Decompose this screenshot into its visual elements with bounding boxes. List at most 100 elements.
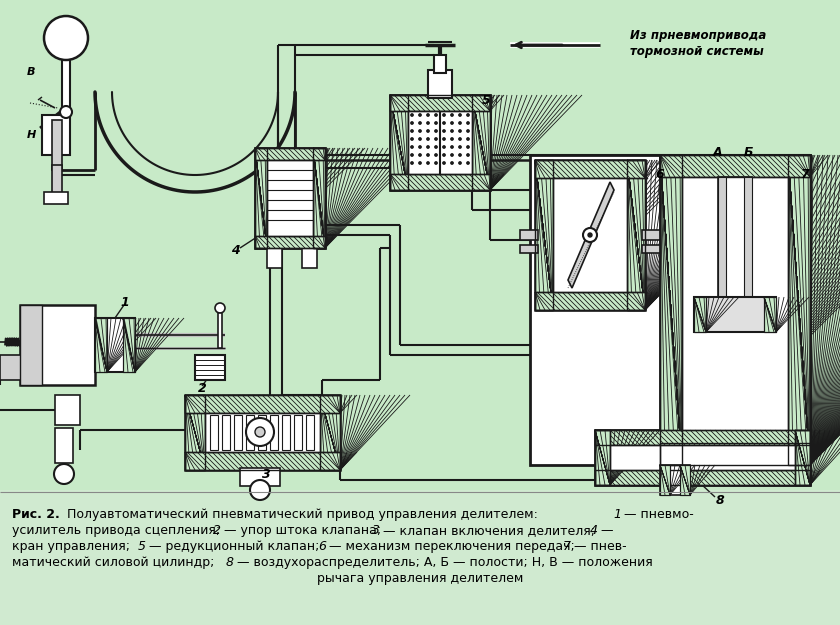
Circle shape bbox=[434, 129, 438, 132]
Bar bbox=[123, 318, 135, 372]
Circle shape bbox=[450, 121, 454, 124]
Bar bbox=[535, 160, 645, 178]
Bar bbox=[240, 468, 280, 486]
Circle shape bbox=[418, 121, 422, 124]
Text: 6: 6 bbox=[318, 540, 326, 553]
Bar bbox=[306, 415, 314, 450]
Bar bbox=[255, 148, 325, 160]
Text: —: — bbox=[597, 524, 613, 537]
Bar bbox=[795, 430, 810, 485]
Bar bbox=[390, 95, 408, 190]
Circle shape bbox=[411, 146, 413, 149]
Circle shape bbox=[450, 154, 454, 156]
Bar bbox=[255, 148, 325, 248]
Bar bbox=[434, 55, 446, 73]
Bar bbox=[535, 160, 553, 310]
Bar bbox=[185, 452, 340, 470]
Circle shape bbox=[443, 138, 445, 141]
Circle shape bbox=[418, 161, 422, 164]
Bar bbox=[694, 297, 706, 332]
Circle shape bbox=[459, 121, 461, 124]
Circle shape bbox=[459, 146, 461, 149]
Bar bbox=[267, 160, 313, 236]
Bar bbox=[205, 413, 320, 452]
Text: рычага управления делителем: рычага управления делителем bbox=[317, 572, 523, 585]
Bar bbox=[535, 292, 645, 310]
Text: 4: 4 bbox=[231, 244, 239, 256]
Bar bbox=[595, 430, 810, 485]
Circle shape bbox=[443, 129, 445, 132]
Bar bbox=[660, 155, 682, 465]
Circle shape bbox=[434, 161, 438, 164]
Bar bbox=[55, 428, 73, 463]
Bar bbox=[390, 95, 490, 190]
Bar bbox=[185, 395, 340, 413]
Bar bbox=[660, 465, 670, 495]
Bar bbox=[52, 165, 62, 195]
Text: 8: 8 bbox=[226, 556, 234, 569]
Circle shape bbox=[583, 228, 597, 242]
Text: 8: 8 bbox=[716, 494, 724, 506]
Bar bbox=[185, 395, 205, 470]
Circle shape bbox=[450, 138, 454, 141]
Bar bbox=[95, 318, 135, 372]
Bar bbox=[0, 490, 840, 625]
Circle shape bbox=[434, 138, 438, 141]
Bar bbox=[255, 148, 267, 248]
Bar bbox=[660, 465, 690, 495]
Text: 7: 7 bbox=[563, 540, 571, 553]
Bar bbox=[258, 415, 266, 450]
Bar bbox=[302, 248, 317, 268]
Bar bbox=[185, 395, 340, 470]
Bar bbox=[610, 445, 795, 470]
Polygon shape bbox=[568, 182, 614, 288]
Bar bbox=[428, 70, 452, 98]
Bar bbox=[195, 355, 225, 380]
Circle shape bbox=[459, 129, 461, 132]
Circle shape bbox=[466, 121, 470, 124]
Bar bbox=[553, 178, 627, 292]
Bar bbox=[294, 415, 302, 450]
Bar bbox=[52, 120, 62, 170]
Text: А: А bbox=[713, 146, 722, 159]
Bar bbox=[282, 415, 290, 450]
Circle shape bbox=[418, 154, 422, 156]
Bar bbox=[718, 177, 726, 297]
Bar bbox=[255, 236, 325, 248]
Bar bbox=[210, 415, 218, 450]
Bar bbox=[313, 148, 325, 248]
Bar bbox=[234, 415, 242, 450]
Bar bbox=[595, 430, 810, 445]
Bar bbox=[95, 318, 107, 372]
Bar bbox=[185, 395, 340, 413]
Circle shape bbox=[443, 146, 445, 149]
Circle shape bbox=[450, 161, 454, 164]
Circle shape bbox=[427, 114, 429, 116]
Circle shape bbox=[588, 233, 592, 237]
Bar bbox=[313, 148, 325, 248]
Bar bbox=[255, 148, 325, 160]
Circle shape bbox=[54, 464, 74, 484]
Bar bbox=[472, 95, 490, 190]
Bar bbox=[320, 395, 340, 470]
Bar bbox=[20, 305, 42, 385]
Bar bbox=[595, 430, 610, 485]
Circle shape bbox=[411, 121, 413, 124]
Circle shape bbox=[443, 114, 445, 116]
Text: 2: 2 bbox=[213, 524, 221, 537]
Circle shape bbox=[427, 121, 429, 124]
Bar bbox=[95, 318, 107, 372]
Text: — редукционный клапан;: — редукционный клапан; bbox=[145, 540, 323, 553]
Bar bbox=[660, 155, 682, 465]
Circle shape bbox=[44, 16, 88, 60]
Bar bbox=[0, 355, 25, 380]
Bar bbox=[320, 395, 340, 470]
Bar bbox=[788, 155, 810, 465]
Text: 4: 4 bbox=[590, 524, 598, 537]
Circle shape bbox=[427, 129, 429, 132]
Text: матический силовой цилиндр;: матический силовой цилиндр; bbox=[12, 556, 218, 569]
Text: В: В bbox=[27, 67, 35, 77]
Circle shape bbox=[434, 121, 438, 124]
Text: тормозной системы: тормозной системы bbox=[630, 46, 764, 59]
Bar bbox=[123, 318, 135, 372]
